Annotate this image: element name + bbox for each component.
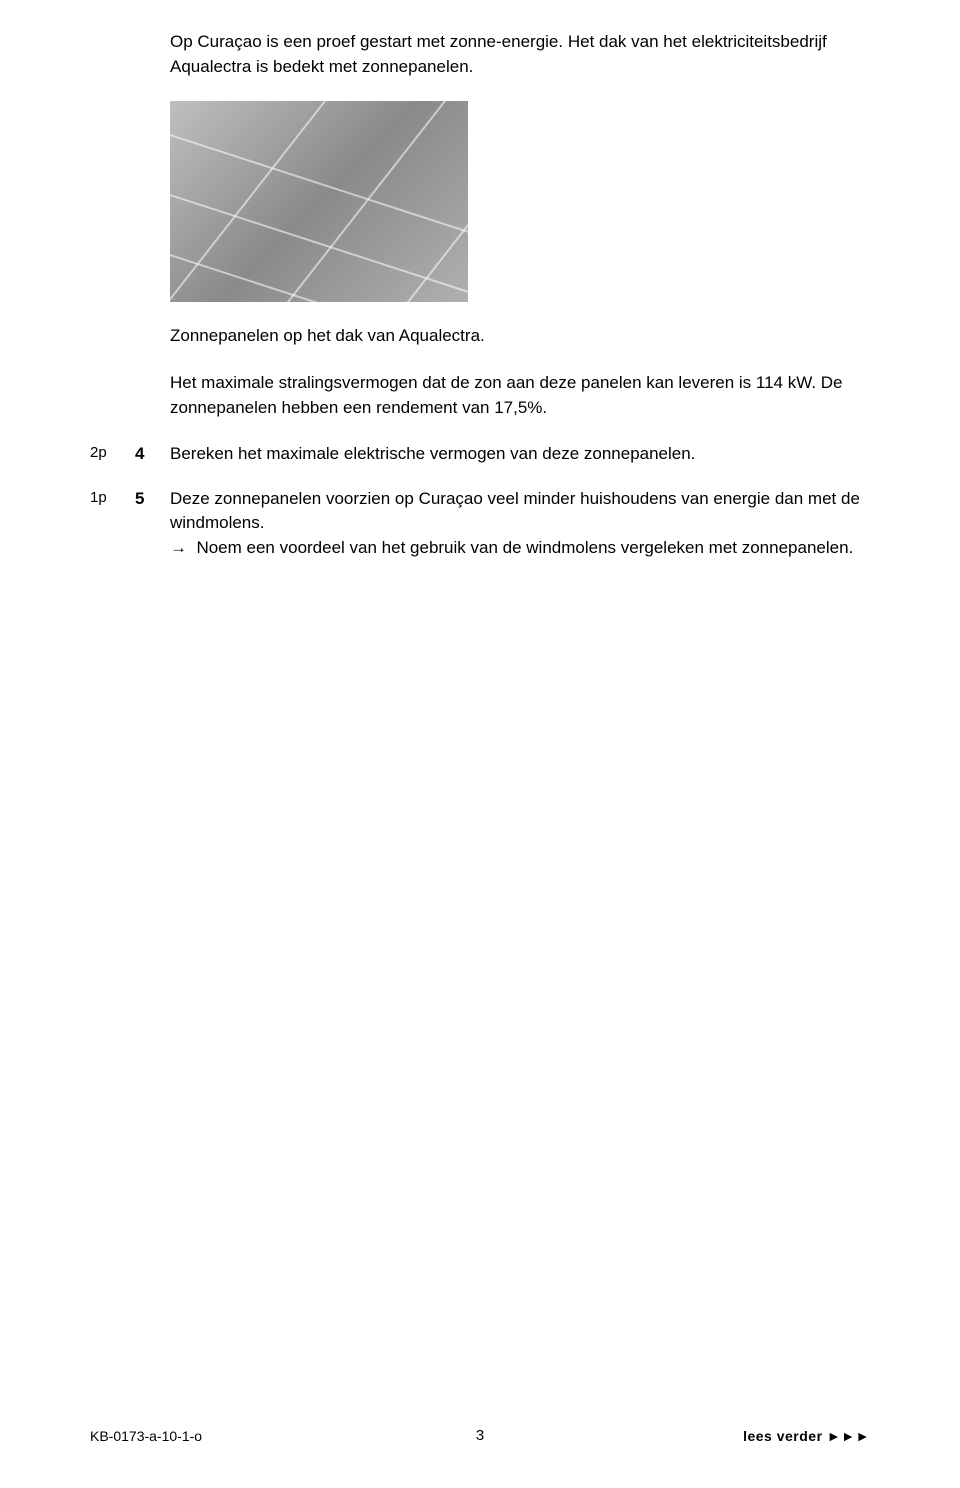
question-5-row: 1p 5 Deze zonnepanelen voorzien op Curaç… — [90, 487, 870, 561]
footer-continue: lees verder ►►► — [743, 1426, 870, 1446]
footer-doc-code: KB-0173-a-10-1-o — [90, 1426, 202, 1446]
q4-number: 4 — [135, 442, 170, 467]
exam-page: Op Curaçao is een proef gestart met zonn… — [0, 0, 960, 561]
intro-paragraph-2: Het maximale stralingsvermogen dat de zo… — [170, 371, 870, 420]
arrow-icon: → — [170, 538, 196, 557]
q5-text: Deze zonnepanelen voorzien op Curaçao ve… — [170, 487, 870, 536]
q5-arrow-line: → Noem een voordeel van het gebruik van … — [170, 536, 870, 561]
q5-content: Deze zonnepanelen voorzien op Curaçao ve… — [170, 487, 870, 561]
question-4-row: 2p 4 Bereken het maximale elektrische ve… — [90, 442, 870, 467]
q5-arrow-text: Noem een voordeel van het gebruik van de… — [196, 538, 853, 557]
q4-text: Bereken het maximale elektrische vermoge… — [170, 442, 870, 467]
image-caption: Zonnepanelen op het dak van Aqualectra. — [170, 324, 870, 349]
caption-text: Zonnepanelen op het dak van Aqualectra. — [170, 326, 485, 345]
solar-panels-image — [170, 101, 468, 302]
q5-points: 1p — [90, 487, 135, 561]
q5-number: 5 — [135, 487, 170, 561]
q4-points: 2p — [90, 442, 135, 467]
page-footer: KB-0173-a-10-1-o 3 lees verder ►►► — [90, 1426, 870, 1446]
intro-paragraph-1: Op Curaçao is een proef gestart met zonn… — [170, 30, 870, 79]
intro-text-2: Het maximale stralingsvermogen dat de zo… — [170, 373, 843, 417]
intro-text-1: Op Curaçao is een proef gestart met zonn… — [170, 32, 827, 76]
footer-page-number: 3 — [476, 1425, 484, 1447]
